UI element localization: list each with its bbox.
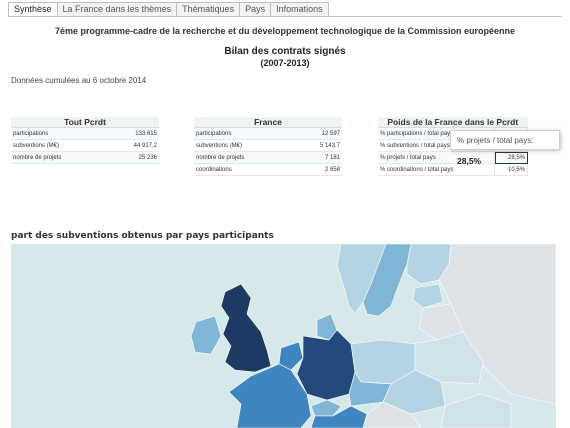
row-value: 25 236 <box>108 151 159 164</box>
tooltip-label: % projets / total pays: <box>457 136 534 145</box>
row-label: nombre de projets <box>194 151 296 164</box>
row-label: participations <box>194 127 296 140</box>
program-heading: 7ème programme-cadre de la recherche et … <box>54 26 516 36</box>
row-label: % coordinations / total pays <box>378 163 495 176</box>
country-benelux[interactable] <box>278 341 304 371</box>
country-united-kingdom[interactable] <box>220 283 272 373</box>
tab-bar: Synthèse La France dans les thèmes Théma… <box>8 2 329 17</box>
country-switzerland[interactable] <box>310 399 342 417</box>
row-label: coordinations <box>194 163 296 176</box>
row-label: % projets / total pays <box>378 151 495 164</box>
table-france: France participations 12 597 subventions… <box>194 117 342 176</box>
tab-pays[interactable]: Pays <box>239 2 272 17</box>
row-value: 7 181 <box>295 151 342 164</box>
tab-france-themes[interactable]: La France dans les thèmes <box>56 2 178 17</box>
table-title: Poids de la France dans le Pcrdt <box>378 117 528 128</box>
table-title: France <box>194 117 342 128</box>
country-sweden[interactable] <box>362 244 412 317</box>
table-row: nombre de projets 25 236 <box>11 151 159 164</box>
country-moldova-area[interactable] <box>440 393 512 428</box>
tab-thematiques[interactable]: Thématiques <box>176 2 241 17</box>
table-row: coordinations 2 658 <box>194 163 342 176</box>
europe-map[interactable] <box>11 244 556 428</box>
period-subtitle: (2007-2013) <box>260 58 310 68</box>
country-germany[interactable] <box>296 329 356 401</box>
row-label: subventions (M€) <box>11 139 109 152</box>
row-value: 2 658 <box>295 163 342 176</box>
row-value: 133 615 <box>108 127 159 140</box>
table-row: % coordinations / total pays 10,5% <box>378 163 528 176</box>
table-row: participations 133 615 <box>11 127 159 140</box>
table-row: nombre de projets 7 181 <box>194 151 342 164</box>
table-row: subventions (M€) 5 143,7 <box>194 139 342 152</box>
page-title: Bilan des contrats signés <box>224 46 346 57</box>
country-ireland[interactable] <box>190 315 222 355</box>
hover-tooltip: % projets / total pays: 28,5% <box>450 130 560 166</box>
tab-informations[interactable]: Infomations <box>270 2 329 17</box>
row-value: 44 917,2 <box>108 139 159 152</box>
row-label: subventions (M€) <box>194 139 296 152</box>
row-value-highlighted[interactable]: 28,5% <box>494 151 528 164</box>
tooltip-value: 28,5% <box>457 156 482 166</box>
table-tout-pcrdt: Tout Pcrdt participations 133 615 subven… <box>11 117 159 164</box>
country-balkans[interactable] <box>362 401 422 428</box>
country-france[interactable] <box>228 363 312 428</box>
map-title: part des subventions obtenus par pays pa… <box>11 231 274 241</box>
table-row: % projets / total pays 28,5% <box>378 151 528 164</box>
row-value: 5 143,7 <box>295 139 342 152</box>
tab-synthese[interactable]: Synthèse <box>8 2 58 17</box>
cumul-date-text: Données cumulées au 6 octobre 2014 <box>11 76 147 85</box>
row-value: 12 597 <box>295 127 342 140</box>
country-baltics[interactable] <box>412 283 444 309</box>
table-title: Tout Pcrdt <box>11 117 159 128</box>
tab-divider <box>8 16 562 17</box>
table-row: participations 12 597 <box>194 127 342 140</box>
map-canvas[interactable] <box>11 244 556 428</box>
row-value[interactable]: 10,5% <box>494 163 528 176</box>
row-label: nombre de projets <box>11 151 109 164</box>
table-row: subventions (M€) 44 917,2 <box>11 139 159 152</box>
row-label: participations <box>11 127 109 140</box>
